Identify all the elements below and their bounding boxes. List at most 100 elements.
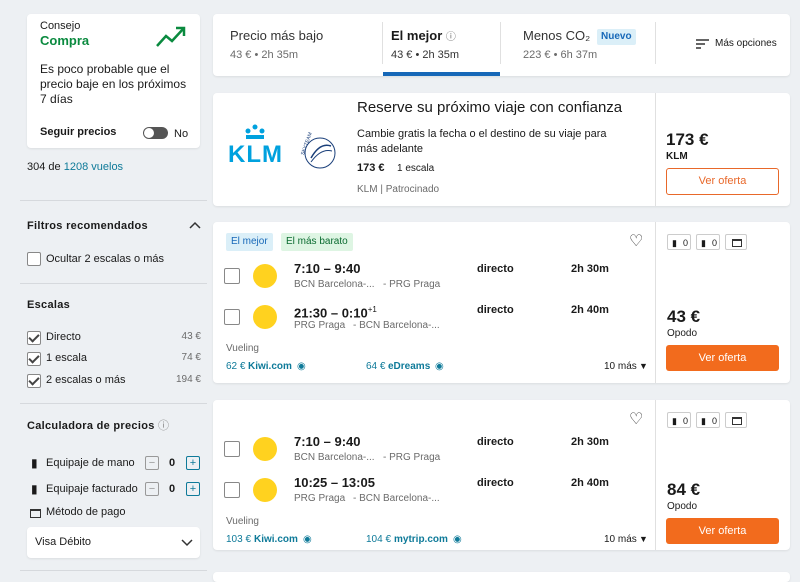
leg-stops: directo	[477, 263, 514, 275]
tab-sub: 43 € • 2h 35m	[230, 49, 299, 61]
section-title: Escalas	[27, 299, 71, 311]
follow-label: Seguir precios	[40, 126, 117, 138]
location-icon: ◉	[303, 534, 312, 545]
checkbox[interactable]	[224, 482, 240, 498]
payment-value: Visa Débito	[35, 536, 92, 548]
leg-origin: PRG Praga	[294, 493, 346, 504]
provider-price[interactable]: 62 €	[226, 361, 246, 372]
ad-button[interactable]: Ver oferta	[666, 168, 779, 195]
airline-logo	[253, 437, 277, 461]
location-icon: ◉	[453, 534, 462, 545]
checkbox[interactable]	[224, 309, 240, 325]
plus-button[interactable]: +	[186, 456, 200, 470]
leg-origin: BCN Barcelona-...	[294, 452, 375, 463]
divider	[20, 200, 207, 201]
provider-price[interactable]: 104 €	[366, 534, 392, 545]
tab-title[interactable]: Precio más bajo	[230, 28, 324, 43]
provider-name[interactable]: Kiwi.com	[248, 361, 292, 372]
provider-name[interactable]: mytrip.com	[394, 534, 448, 545]
provider-price[interactable]: 103 €	[226, 534, 252, 545]
bag-label: Equipaje de mano	[46, 457, 135, 469]
separator	[655, 22, 656, 64]
checkbox[interactable]	[224, 441, 240, 457]
favorite-icon[interactable]: ♡	[629, 411, 644, 428]
price: 43 €	[667, 307, 701, 326]
plus-button[interactable]: +	[186, 482, 200, 496]
stop-price: 194 €	[175, 374, 201, 385]
times: 21:30 – 0:10	[294, 305, 368, 321]
provider: Opodo	[667, 501, 698, 512]
total[interactable]: 1208 vuelos	[63, 161, 124, 173]
price: 84 €	[667, 480, 701, 499]
separator	[382, 22, 383, 64]
badge: El mejor	[226, 233, 273, 251]
leg-times: 21:30 – 0:10+1	[294, 303, 377, 320]
favorite-icon[interactable]: ♡	[629, 233, 644, 250]
checkbox[interactable]	[27, 252, 41, 266]
bag-indicator: ▮ 0	[696, 412, 720, 428]
checkbox[interactable]	[27, 331, 41, 345]
provider-name[interactable]: eDreams	[388, 361, 431, 372]
times: 7:10 – 9:40	[294, 434, 361, 449]
offer-button[interactable]: Ver oferta	[666, 518, 779, 544]
separator	[500, 22, 501, 64]
ad-title: Reserve su próximo viaje con confianza	[357, 99, 623, 116]
location-icon: ◉	[435, 361, 444, 372]
payment-select[interactable]	[27, 527, 200, 558]
divider	[20, 283, 207, 284]
provider-name[interactable]: Kiwi.com	[254, 534, 298, 545]
divider	[20, 570, 207, 571]
dropdown-icon	[181, 539, 193, 547]
leg-origin: PRG Praga	[294, 320, 346, 331]
tab-title[interactable]: El mejor ⓘ	[391, 28, 456, 44]
minus-button[interactable]: −	[145, 482, 159, 496]
leg-times: 7:10 – 9:40	[294, 262, 361, 276]
separator	[655, 93, 656, 206]
advice-verdict: Compra	[40, 33, 90, 48]
divider	[20, 403, 207, 404]
offer-button[interactable]: Ver oferta	[666, 345, 779, 371]
provider: Opodo	[667, 328, 698, 339]
airline-logo	[253, 264, 277, 288]
stop-option: 2 escalas o más	[46, 374, 126, 386]
checkbox[interactable]	[224, 268, 240, 284]
advice-label: Consejo	[40, 20, 81, 32]
separator	[655, 222, 656, 383]
bag-icon: ▮	[31, 482, 38, 496]
airline-logo	[253, 305, 277, 329]
payment-indicator	[725, 412, 747, 428]
follow-toggle[interactable]	[143, 127, 168, 139]
leg-stops: directo	[477, 304, 514, 316]
bag-label: Equipaje facturado	[46, 483, 138, 495]
tab-title[interactable]: Menos CO₂	[523, 28, 591, 43]
skyteam-logo	[304, 137, 336, 169]
provider-price[interactable]: 64 €	[366, 361, 386, 372]
payment-label: Método de pago	[46, 506, 126, 518]
more-link[interactable]: 10 más	[604, 361, 637, 372]
chevron: ▼	[639, 361, 648, 371]
logo: KLM	[228, 141, 283, 168]
connector: de	[48, 161, 61, 173]
ad-airline: KLM	[666, 151, 688, 162]
checkbox[interactable]	[27, 374, 41, 388]
separator	[655, 400, 656, 550]
bag-count: 0	[169, 483, 176, 495]
stop-price: 43 €	[181, 331, 201, 342]
filter-option: Ocultar 2 escalas o más	[46, 253, 164, 265]
badge: Nuevo	[597, 29, 636, 45]
more-options[interactable]: Más opciones	[715, 38, 777, 49]
checkbox[interactable]	[27, 352, 41, 366]
bag-indicator: ▮ 0	[696, 234, 720, 250]
bag-count: 0	[169, 457, 176, 469]
minus-button[interactable]: −	[145, 456, 159, 470]
tab-sub: 43 € • 2h 35m	[391, 49, 460, 61]
stop-option: Directo	[46, 331, 81, 343]
more-link[interactable]: 10 más	[604, 534, 637, 545]
leg-duration: 2h 40m	[571, 304, 609, 316]
collapse-icon[interactable]	[189, 221, 201, 229]
leg-duration: 2h 30m	[571, 263, 609, 275]
advice-text: Es poco probable que el precio baje en l…	[40, 62, 187, 106]
location-icon: ◉	[297, 361, 306, 372]
ad-source: KLM | Patrocinado	[357, 184, 440, 195]
